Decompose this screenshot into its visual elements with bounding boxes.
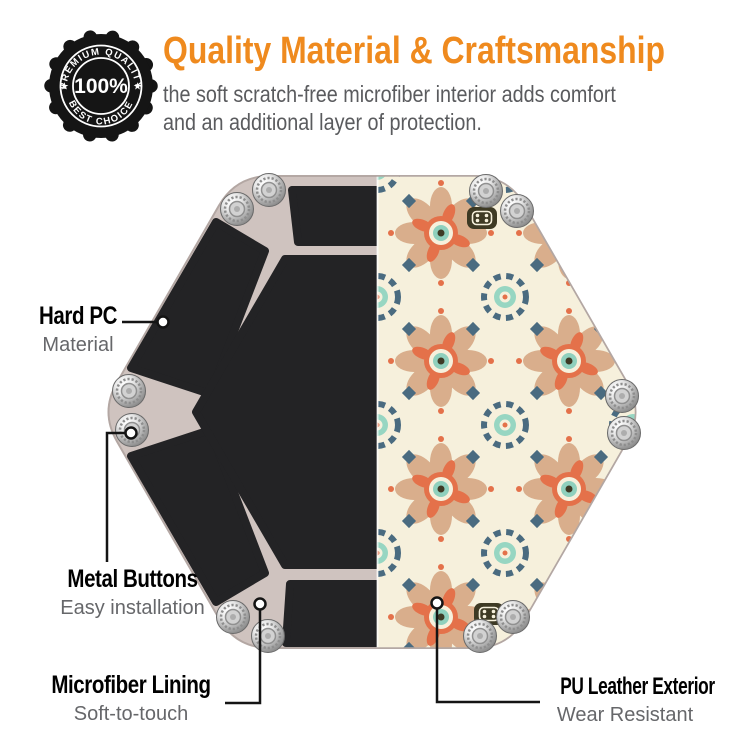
panel-bottom-flap (282, 580, 384, 647)
callout-line-metal-buttons (105, 426, 138, 562)
callout-pu-leather-label: PU Leather Exterior (560, 673, 715, 700)
snap-button-icon (219, 191, 255, 227)
badge-center-text: 100% (74, 75, 128, 98)
callout-microfiber-sublabel: Soft-to-touch (73, 703, 189, 725)
callout-hard-pc: Hard PC Material (22, 302, 134, 357)
callout-metal-buttons-label: Metal Buttons (67, 565, 198, 593)
page-title: Quality Material & Craftsmanship (163, 30, 665, 72)
subtitle-line-1: the soft scratch-free microfiber interio… (163, 81, 616, 107)
callout-hard-pc-label: Hard PC (38, 302, 118, 330)
header: Quality Material & Craftsmanship the sof… (163, 30, 750, 136)
snap-button-icon (606, 415, 642, 451)
callout-metal-buttons: Metal Buttons Easy installation (35, 565, 230, 620)
snap-button-icon (251, 172, 287, 208)
callout-line-hard-pc (122, 315, 170, 329)
badge-disc (49, 34, 153, 138)
callout-line-pu-leather (430, 596, 540, 704)
snap-button-icon (495, 599, 531, 635)
badge-star-right-icon: ★ (133, 82, 142, 93)
snap-button-icon (499, 193, 535, 229)
pattern-quatrefoil-icon (466, 206, 498, 230)
badge-star-left-icon: ★ (60, 82, 69, 93)
callout-line-microfiber (225, 597, 267, 705)
snap-button-icon (604, 378, 640, 414)
badge-inner-ring (72, 57, 130, 115)
callout-metal-buttons-sublabel: Easy installation (60, 597, 205, 619)
panel-top-flap (288, 186, 384, 246)
subtitle: the soft scratch-free microfiber interio… (163, 80, 677, 136)
quality-badge-icon: PREMIUM QUALITY BEST CHOICE ★ ★ 100% (44, 29, 158, 143)
snap-button-icon (468, 173, 504, 209)
badge-outer-ring (59, 44, 143, 128)
callout-pu-leather: PU Leather Exterior Wear Resistant (535, 673, 715, 727)
snap-button-icon (111, 373, 147, 409)
snap-button-icon (250, 618, 286, 654)
callout-microfiber-label: Microfiber Lining (51, 671, 211, 699)
callout-hard-pc-sublabel: Material (42, 334, 114, 356)
callout-microfiber: Microfiber Lining Soft-to-touch (25, 671, 237, 726)
subtitle-line-2: and an additional layer of protection. (163, 109, 482, 135)
callout-pu-leather-sublabel: Wear Resistant (556, 704, 694, 726)
snap-button-icon (462, 618, 498, 654)
